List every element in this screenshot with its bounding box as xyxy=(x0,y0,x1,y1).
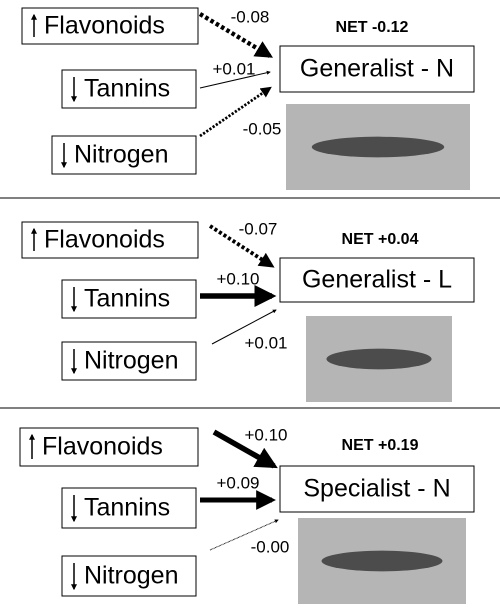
factor-box xyxy=(19,427,199,467)
effect-label: +0.10 xyxy=(216,269,259,288)
photo-subject xyxy=(326,348,432,370)
factor-box xyxy=(61,69,197,109)
net-label: NET -0.12 xyxy=(336,19,409,36)
factor-label: Nitrogen xyxy=(84,562,179,590)
factor-box xyxy=(21,221,199,259)
factor-label: Tannins xyxy=(84,494,170,522)
effect-arrow xyxy=(199,86,272,138)
factor-box xyxy=(61,341,197,381)
net-label: NET +0.04 xyxy=(342,231,419,248)
effect-label: +0.01 xyxy=(244,333,287,352)
effect-label: +0.01 xyxy=(212,59,255,78)
factor-label: Flavonoids xyxy=(44,226,165,254)
effect-label: -0.00 xyxy=(251,537,290,556)
factor-label: Flavonoids xyxy=(42,433,163,461)
net-label: NET +0.19 xyxy=(342,437,419,454)
effect-label: +0.09 xyxy=(216,473,259,492)
effect-label: +0.10 xyxy=(244,425,287,444)
target-box xyxy=(279,257,475,303)
factor-label: Tannins xyxy=(84,75,170,103)
effect-arrow xyxy=(199,70,271,89)
target-label: Specialist - N xyxy=(303,475,450,503)
effect-arrow xyxy=(211,309,277,345)
factor-label: Flavonoids xyxy=(44,12,165,40)
target-box xyxy=(279,45,475,93)
effect-label: -0.07 xyxy=(239,219,278,238)
target-box xyxy=(279,465,475,513)
effect-arrow xyxy=(208,224,275,268)
factor-label: Tannins xyxy=(84,285,170,313)
factor-box xyxy=(21,7,199,45)
factor-label: Nitrogen xyxy=(74,141,169,169)
effect-arrow xyxy=(209,519,279,551)
factor-box xyxy=(61,487,197,529)
factor-label: Nitrogen xyxy=(84,347,179,375)
factor-box xyxy=(51,135,197,175)
factor-box xyxy=(61,279,197,319)
effect-label: -0.05 xyxy=(243,119,282,138)
effect-arrow xyxy=(198,12,274,58)
photo-subject xyxy=(321,550,443,572)
target-label: Generalist - L xyxy=(302,266,452,294)
effect-arrow xyxy=(212,429,278,469)
target-label: Generalist - N xyxy=(300,55,454,83)
factor-box xyxy=(61,555,197,597)
photo-subject xyxy=(311,136,445,158)
effect-label: -0.08 xyxy=(231,7,270,26)
